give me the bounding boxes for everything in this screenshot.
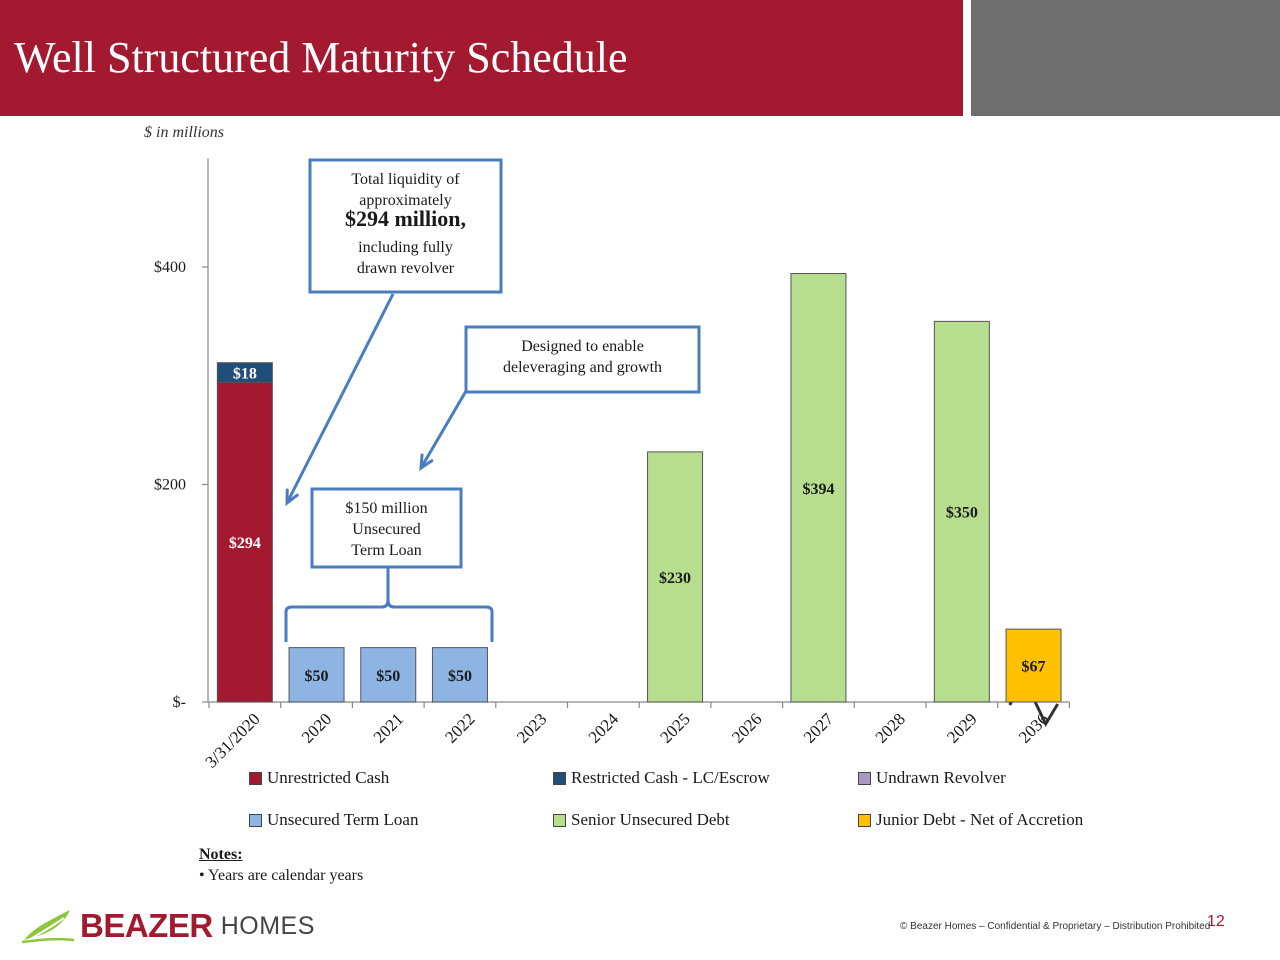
term-loan-brace xyxy=(284,568,494,642)
data-label: $350 xyxy=(946,505,978,522)
x-tick-label: 2026 xyxy=(728,709,765,746)
deleveraging-arrow-head xyxy=(419,453,434,471)
page-number: 12 xyxy=(1207,913,1225,930)
x-tick-label: 2029 xyxy=(943,709,980,746)
data-label: $50 xyxy=(305,668,329,685)
legend-swatch xyxy=(249,813,262,827)
notes-title: Notes: xyxy=(199,846,243,863)
logo-homes-text: HOMES xyxy=(220,911,315,940)
liquidity-callout: Total liquidity of approximately$294 mill… xyxy=(308,158,503,294)
legend-label: Undrawn Revolver xyxy=(876,768,1006,787)
company-logo: BEAZER HOMES xyxy=(20,906,315,946)
deleveraging-callout-box xyxy=(464,325,701,394)
deleveraging-callout: Designed to enable deleveraging and growt… xyxy=(464,325,701,394)
y-tick-label: $- xyxy=(173,694,186,711)
liquidity-callout-text: approximately xyxy=(359,192,451,209)
term-loan-callout-text: $150 million xyxy=(345,500,427,517)
logo-brand-text: BEAZER xyxy=(80,907,213,944)
term-loan-callout-text: Term Loan xyxy=(351,542,421,559)
bar-unsecured-term-loan xyxy=(288,647,345,703)
data-label: $18 xyxy=(233,365,257,382)
data-label: $50 xyxy=(448,668,472,685)
data-label: $230 xyxy=(659,570,691,587)
legend-swatch xyxy=(553,813,566,827)
legend-label: Senior Unsecured Debt xyxy=(571,810,730,829)
page-title: Well Structured Maturity Schedule xyxy=(14,33,628,82)
x-tick-label: 2025 xyxy=(656,709,693,746)
x-tick-label: 3/31/2020 xyxy=(201,709,263,771)
bar-restricted-cash-lc-escrow xyxy=(216,362,273,383)
deleveraging-arrow xyxy=(419,390,468,469)
bar-senior-unsecured-debt xyxy=(790,273,847,703)
x-tick-label: 2022 xyxy=(441,709,478,746)
bar-junior-debt-net-of-accretion xyxy=(1005,628,1062,703)
deleveraging-callout-text: Designed to enable xyxy=(521,338,644,355)
y-tick-label: $200 xyxy=(154,477,186,494)
x-tick-label: 2023 xyxy=(513,709,550,746)
legend-swatch xyxy=(249,771,262,785)
bar-senior-unsecured-debt xyxy=(647,451,704,703)
leaf-icon xyxy=(20,904,76,949)
liquidity-callout-box xyxy=(308,158,503,294)
legend-item-senior-unsecured-debt: Senior Unsecured Debt xyxy=(553,810,730,830)
notes-item-text: Years are calendar years xyxy=(208,867,364,884)
x-tick-label: 2036 xyxy=(1015,709,1052,746)
bar-unsecured-term-loan xyxy=(360,647,417,703)
term-loan-callout: $150 million Unsecured Term Loan xyxy=(310,487,463,569)
legend-swatch xyxy=(858,813,871,827)
term-loan-callout-box xyxy=(310,487,463,569)
legend-item-restricted-cash-lc-escrow: Restricted Cash - LC/Escrow xyxy=(553,768,770,788)
liquidity-callout-text: Total liquidity of xyxy=(351,171,460,188)
data-label: $50 xyxy=(376,668,400,685)
legend-label: Restricted Cash - LC/Escrow xyxy=(571,768,770,787)
bar-unsecured-term-loan xyxy=(431,647,488,703)
liquidity-arrow xyxy=(285,293,395,504)
liquidity-arrow-head xyxy=(285,488,299,507)
term-loan-callout-text: Unsecured xyxy=(352,521,420,538)
data-label: $394 xyxy=(802,481,834,498)
deleveraging-callout-text: deleveraging and growth xyxy=(503,359,662,376)
header-bar xyxy=(0,0,963,116)
legend-item-unrestricted-cash: Unrestricted Cash xyxy=(249,768,389,788)
legend-label: Junior Debt - Net of Accretion xyxy=(876,810,1084,829)
x-tick-label: 2021 xyxy=(370,709,407,746)
liquidity-callout-text: drawn revolver xyxy=(357,260,455,277)
legend-item-junior-debt-net-of-accretion: Junior Debt - Net of Accretion xyxy=(858,810,1083,830)
y-tick-label: $400 xyxy=(154,259,186,276)
bar-unrestricted-cash xyxy=(216,381,273,703)
x-tick-label: 2027 xyxy=(800,709,838,747)
liquidity-callout-text: $294 million, xyxy=(345,206,466,231)
legend-item-undrawn-revolver: Undrawn Revolver xyxy=(858,768,1006,788)
legend-swatch xyxy=(858,771,871,785)
legend-item-unsecured-term-loan: Unsecured Term Loan xyxy=(249,810,418,830)
data-label: $294 xyxy=(229,535,261,552)
x-tick-label: 2020 xyxy=(298,709,335,746)
x-tick-label: 2024 xyxy=(585,709,623,747)
bar-senior-unsecured-debt xyxy=(933,320,990,703)
confidential-notice: © Beazer Homes – Confidential & Propriet… xyxy=(900,921,1211,932)
x-tick-label: 2028 xyxy=(872,709,909,746)
legend-label: Unrestricted Cash xyxy=(267,768,390,787)
legend-swatch xyxy=(553,771,566,785)
units-note: $ in millions xyxy=(144,124,225,141)
header-accent-bar xyxy=(971,0,1280,116)
legend-label: Unsecured Term Loan xyxy=(267,810,419,829)
notes-item: • Years are calendar years xyxy=(199,867,364,884)
data-label: $67 xyxy=(1022,659,1046,676)
liquidity-callout-text: including fully xyxy=(358,239,453,256)
